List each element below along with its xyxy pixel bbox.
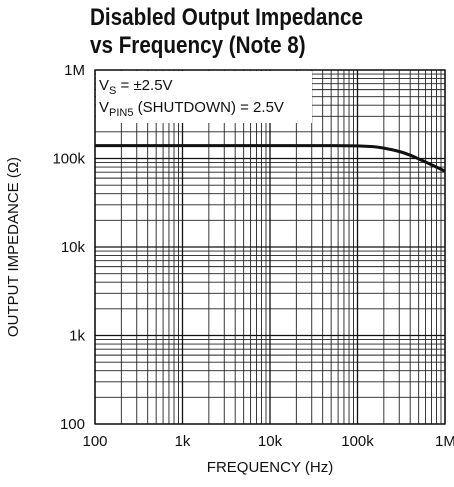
annotation-rest: = ±2.5V	[116, 77, 172, 94]
annotation-text: VPIN5 (SHUTDOWN) = 2.5V	[99, 99, 284, 119]
y-tick-label: 1k	[69, 328, 85, 345]
annotation-rest: (SHUTDOWN) = 2.5V	[133, 99, 283, 116]
x-tick-label: 1M	[435, 433, 454, 450]
annotation-main: V	[99, 77, 109, 94]
y-tick-labels: 100 1k 10k 100k 1M	[52, 62, 85, 433]
annotation-background	[96, 71, 312, 123]
series-line-impedance	[95, 144, 446, 173]
x-axis-title: FREQUENCY (Hz)	[207, 459, 333, 476]
annotation-subscript: PIN5	[109, 107, 133, 119]
annotation-text: VS = ±2.5V	[99, 77, 173, 97]
chart-title-line-1: Disabled Output Impedance	[90, 4, 363, 31]
x-tick-label: 10k	[258, 433, 283, 450]
series-layer	[95, 144, 446, 173]
x-tick-label: 100k	[341, 433, 374, 450]
y-tick-label: 1M	[64, 62, 85, 79]
y-tick-label: 100	[60, 416, 85, 433]
y-tick-label: 100k	[52, 151, 85, 168]
chart-title-line-2: vs Frequency (Note 8)	[90, 32, 306, 59]
chart-title: Disabled Output Impedance vs Frequency (…	[90, 4, 374, 60]
plot-frame	[94, 69, 446, 425]
y-axis-title: OUTPUT IMPEDANCE (Ω)	[5, 157, 22, 337]
x-tick-label: 1k	[175, 433, 191, 450]
annotation-main: V	[99, 99, 109, 116]
y-tick-label: 10k	[61, 239, 86, 256]
x-tick-labels: 100 1k 10k 100k 1M	[82, 433, 454, 450]
annotation-subscript: S	[109, 85, 116, 97]
x-tick-label: 100	[82, 433, 107, 450]
